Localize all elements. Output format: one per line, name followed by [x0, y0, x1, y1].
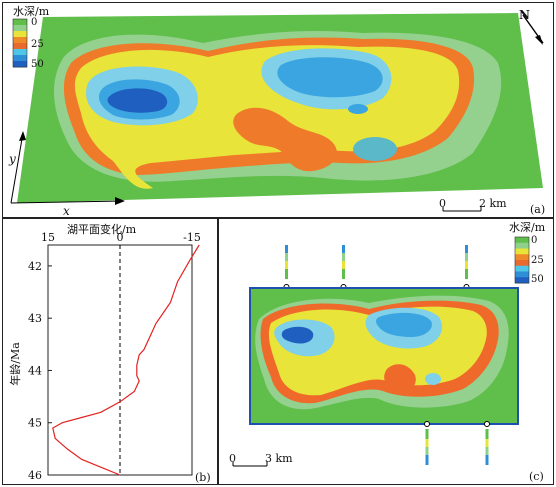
legend-color-swatch [13, 19, 27, 26]
depth-legend-c [514, 236, 530, 284]
panel-b-lake-level-chart: 湖平面变化/m 年龄/Ma 15 0 -15 42 43 44 45 46 (b) [2, 218, 218, 485]
map-orange-patch [384, 364, 416, 393]
well-column [463, 245, 470, 290]
legend-a-tick-50: 50 [31, 59, 44, 70]
well-column [424, 421, 430, 465]
north-label: N [519, 8, 530, 22]
scale-a-end: 2 km [479, 197, 507, 210]
chart-b-title: 湖平面变化/m [67, 222, 137, 236]
depth-legend-a [12, 18, 28, 68]
y-tick-label: 45 [28, 417, 42, 430]
panel-b-label: (b) [195, 471, 211, 484]
y-tick-label: 46 [28, 469, 42, 482]
legend-color-swatch [13, 61, 27, 68]
legend-color-swatch [515, 242, 529, 249]
legend-a-tick-25: 25 [31, 39, 44, 50]
legend-color-swatch [13, 25, 27, 32]
x-tick-label: 15 [41, 231, 55, 244]
well-column [283, 245, 290, 290]
legend-frame [514, 236, 530, 284]
scale-c-end: 3 km [265, 452, 293, 465]
depth-zone-small-pit [348, 104, 368, 114]
axis-y-arrowhead [19, 131, 26, 141]
panel-c-plan-view-map: 0 3 km (c) 水深/m 0 25 50 [218, 218, 554, 485]
legend-color-swatch [13, 43, 27, 50]
panel-c-graphic: 0 3 km (c) 水深/m 0 25 50 [229, 221, 546, 483]
map-depth-blue-east [376, 312, 432, 337]
legend-color-swatch [515, 271, 529, 278]
well-markers-top [283, 245, 470, 290]
north-arrow-icon: N [519, 8, 544, 45]
depth-zone-south-east [353, 137, 397, 161]
map-depth-deep-west [281, 326, 314, 344]
legend-color-swatch [515, 248, 529, 255]
chart-b-ylabel: 年龄/Ma [8, 342, 22, 386]
panel-a-graphic: y x N 0 2 km (a) 水深/m 0 25 50 [8, 5, 545, 218]
legend-color-swatch [13, 55, 27, 62]
axis-x-label: x [63, 204, 70, 218]
panel-a-label: (a) [530, 203, 545, 216]
legend-color-swatch [13, 37, 27, 44]
well-markers-bottom [424, 421, 490, 465]
y-tick-label: 42 [28, 260, 42, 273]
legend-color-swatch [515, 260, 529, 267]
well-column [484, 421, 490, 465]
depth-zone-blue-east [277, 57, 383, 98]
legend-color-swatch [13, 31, 27, 38]
scale-c-start: 0 [229, 452, 236, 465]
legend-a-title: 水深/m [13, 5, 50, 18]
legend-color-swatch [515, 254, 529, 261]
map-small-pit [425, 373, 441, 385]
x-tick-label: -15 [183, 231, 201, 244]
depth-zone-deep-west [107, 88, 168, 113]
well-column [340, 245, 347, 290]
orange-channel-2 [295, 135, 325, 170]
panel-c-label: (c) [529, 470, 544, 483]
legend-a-tick-0: 0 [31, 17, 37, 28]
axis-x-arrowhead [115, 197, 125, 205]
panel-a-3d-bathymetry: y x N 0 2 km (a) 水深/m 0 25 50 [2, 2, 554, 218]
axis-y-arrow [10, 132, 24, 204]
legend-color-swatch [13, 49, 27, 56]
legend-color-swatch [515, 265, 529, 272]
legend-c-title: 水深/m [509, 221, 546, 234]
axis-x-arrow [10, 200, 124, 204]
y-tick-label: 44 [28, 364, 42, 377]
legend-c-tick-0: 0 [531, 235, 537, 246]
lake-level-series-line [52, 244, 200, 476]
scale-bar-a: 0 2 km [439, 197, 507, 212]
scale-bar-c: 0 3 km [229, 452, 293, 467]
legend-frame [12, 18, 28, 68]
legend-c-tick-25: 25 [531, 255, 544, 266]
y-tick-label: 43 [28, 312, 42, 325]
legend-color-swatch [515, 277, 529, 284]
lake-level-chart: 湖平面变化/m 年龄/Ma 15 0 -15 42 43 44 45 46 (b) [8, 222, 211, 484]
scale-a-start: 0 [439, 197, 446, 210]
axis-y-label: y [8, 152, 16, 166]
legend-color-swatch [515, 237, 529, 244]
legend-c-tick-50: 50 [531, 274, 544, 285]
chart-b-ticks: 15 0 -15 42 43 44 45 46 [28, 231, 201, 482]
x-tick-label: 0 [117, 231, 124, 244]
